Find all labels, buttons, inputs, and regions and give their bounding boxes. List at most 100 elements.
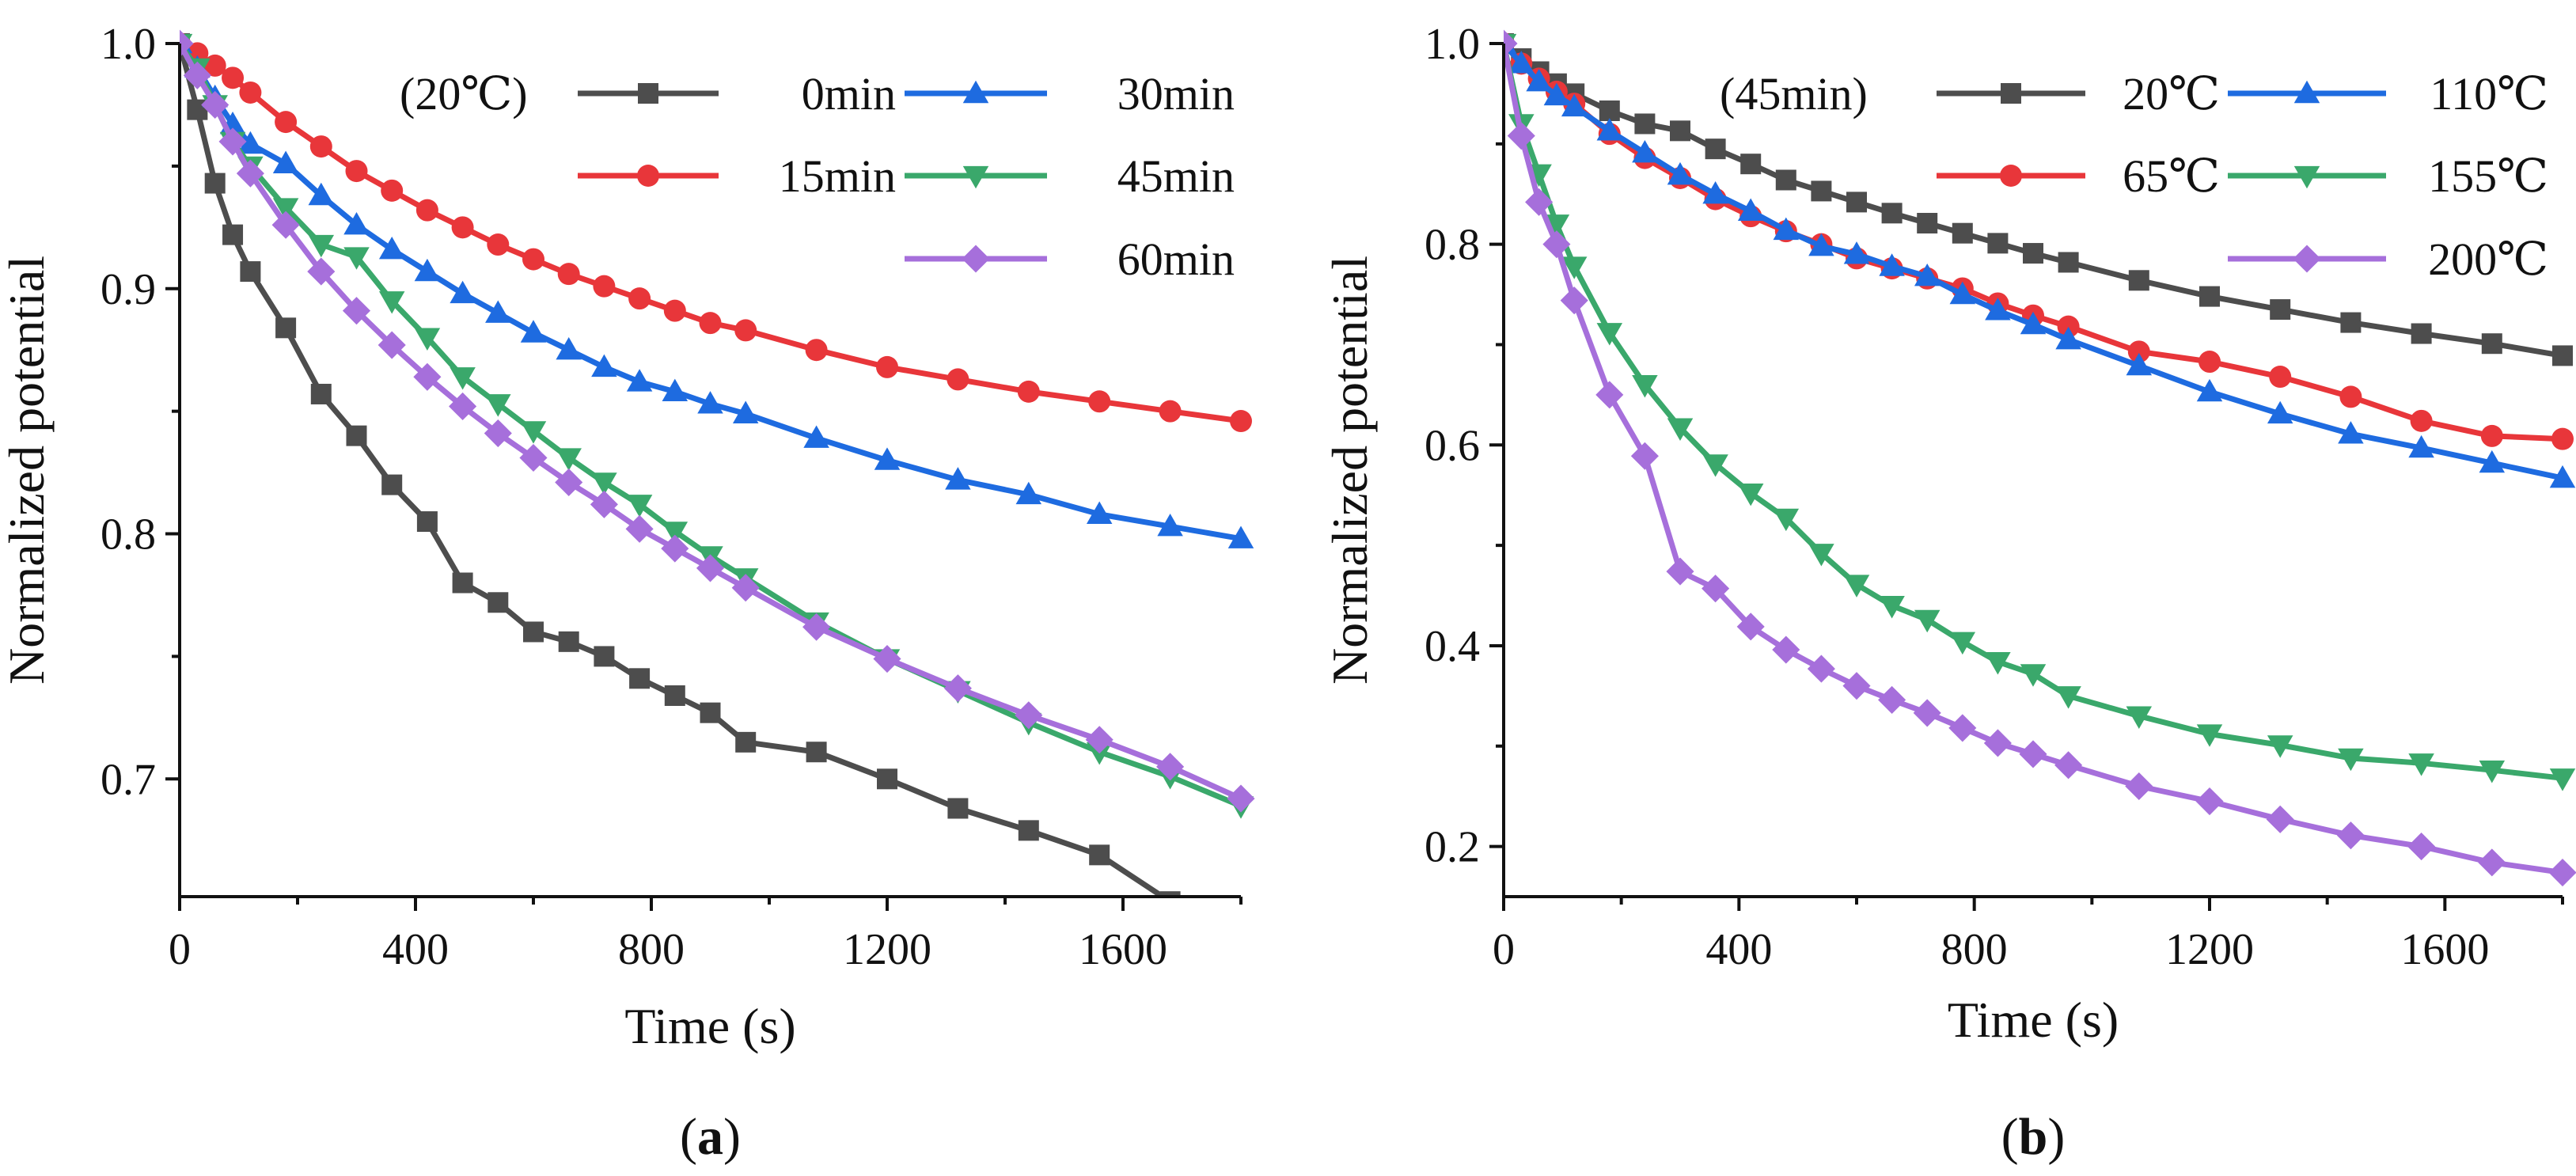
data-point-110c-20 bbox=[2196, 378, 2223, 402]
data-point-0min-17 bbox=[700, 702, 721, 723]
plot-area bbox=[1504, 29, 2576, 887]
data-point-110c-22 bbox=[2338, 421, 2364, 444]
data-point-20c-23 bbox=[2411, 323, 2432, 344]
data-point-200c-12 bbox=[1842, 672, 1871, 700]
data-point-200c-16 bbox=[1983, 729, 2012, 757]
data-point-20c-9 bbox=[1740, 154, 1762, 175]
data-point-30min-20 bbox=[874, 447, 901, 470]
data-point-15min-21 bbox=[947, 368, 969, 391]
data-point-45min-15 bbox=[626, 495, 653, 518]
data-point-0min-13 bbox=[558, 631, 579, 652]
data-point-155c-18 bbox=[2055, 686, 2081, 709]
data-point-0min-24 bbox=[1159, 891, 1181, 897]
data-point-110c-15 bbox=[1949, 281, 1976, 305]
data-point-110c-2 bbox=[1526, 68, 1552, 92]
data-point-0min-11 bbox=[488, 592, 509, 613]
data-point-15min-8 bbox=[381, 179, 404, 202]
data-point-15min-19 bbox=[805, 339, 828, 362]
data-point-15min-25 bbox=[1230, 410, 1252, 433]
data-point-20c-20 bbox=[2199, 286, 2220, 307]
data-point-15min-2 bbox=[203, 54, 226, 77]
data-point-110c-17 bbox=[2020, 311, 2047, 335]
data-point-45min-14 bbox=[591, 472, 617, 495]
panel-label: (b) bbox=[2001, 1108, 2066, 1166]
data-point-155c-24 bbox=[2479, 761, 2506, 783]
legend-label: 30min bbox=[1117, 68, 1235, 119]
data-point-60min-10 bbox=[449, 392, 477, 421]
data-point-65c-24 bbox=[2480, 424, 2503, 447]
condition-annotation: (45min) bbox=[1720, 68, 1868, 119]
data-point-20c-10 bbox=[1775, 169, 1796, 191]
data-point-20c-13 bbox=[1881, 203, 1903, 224]
data-point-45min-5 bbox=[272, 198, 299, 221]
data-point-200c-10 bbox=[1772, 635, 1800, 664]
legend-marker bbox=[2001, 83, 2021, 104]
data-point-200c-8 bbox=[1702, 575, 1730, 603]
data-point-60min-13 bbox=[555, 468, 583, 497]
data-point-60min-6 bbox=[307, 257, 336, 286]
data-point-110c-10 bbox=[1773, 217, 1800, 241]
data-point-155c-11 bbox=[1808, 544, 1834, 567]
data-point-30min-18 bbox=[732, 400, 759, 423]
y-axis-label: Normalized potential bbox=[1322, 256, 1378, 685]
data-point-30min-11 bbox=[485, 300, 511, 323]
panel-b: 0 400 800 1200 1600 0.2 0.4 0.6 0.8 1.0 Time (s) No… bbox=[1322, 20, 2576, 1166]
data-point-110c-24 bbox=[2479, 450, 2506, 473]
x-tick-label: 800 bbox=[1941, 925, 2008, 974]
data-point-200c-14 bbox=[1913, 699, 1941, 727]
data-point-0min-22 bbox=[1018, 820, 1039, 841]
data-point-200c-15 bbox=[1948, 714, 1977, 742]
data-point-65c-22 bbox=[2339, 385, 2362, 408]
x-tick-label: 1200 bbox=[2165, 925, 2254, 974]
data-point-110c-25 bbox=[2549, 465, 2576, 488]
data-point-45min-6 bbox=[308, 234, 335, 258]
data-point-65c-21 bbox=[2269, 366, 2292, 389]
panel-a: 0 400 800 1200 1600 0.7 0.8 0.9 1.0 Time (s) Norma… bbox=[0, 20, 1255, 1166]
data-point-30min-19 bbox=[803, 425, 829, 448]
data-point-200c-7 bbox=[1666, 557, 1694, 586]
data-point-60min-11 bbox=[484, 419, 512, 448]
series-155c bbox=[1504, 33, 2576, 791]
data-point-30min-15 bbox=[626, 369, 653, 392]
data-point-155c-8 bbox=[1702, 454, 1728, 477]
data-point-15min-4 bbox=[239, 81, 262, 104]
data-point-30min-21 bbox=[945, 467, 971, 490]
data-point-60min-15 bbox=[625, 514, 654, 543]
data-point-45min-10 bbox=[450, 367, 476, 390]
data-point-60min-19 bbox=[802, 613, 831, 641]
data-point-60min-3 bbox=[218, 127, 247, 156]
data-point-15min-12 bbox=[522, 248, 544, 271]
data-point-15min-20 bbox=[876, 355, 898, 378]
data-point-110c-3 bbox=[1543, 82, 1570, 106]
data-point-110c-12 bbox=[1843, 241, 1870, 264]
y-tick-label: 0.4 bbox=[1425, 622, 1480, 671]
data-point-200c-3 bbox=[1542, 230, 1571, 259]
data-point-15min-15 bbox=[628, 287, 651, 310]
data-point-15min-11 bbox=[487, 233, 510, 256]
data-point-200c-19 bbox=[2125, 772, 2153, 801]
data-point-110c-21 bbox=[2267, 400, 2293, 424]
data-point-0min-4 bbox=[240, 261, 261, 283]
data-point-30min-7 bbox=[343, 211, 370, 235]
data-point-60min-16 bbox=[661, 534, 689, 563]
data-point-15min-5 bbox=[275, 111, 298, 134]
y-tick-label: 0.8 bbox=[101, 510, 156, 560]
series-line-200c bbox=[1504, 43, 2563, 876]
x-tick-label: 0 bbox=[1493, 925, 1515, 974]
data-point-155c-16 bbox=[1985, 652, 2011, 675]
data-point-110c-19 bbox=[2126, 352, 2153, 376]
legend-marker bbox=[2293, 80, 2320, 104]
data-point-30min-9 bbox=[414, 258, 441, 282]
data-point-60min-7 bbox=[342, 297, 371, 325]
data-point-0min-6 bbox=[310, 383, 332, 404]
y-tick-label: 1.0 bbox=[101, 20, 156, 69]
plot-area bbox=[180, 29, 1255, 897]
legend-label: 0min bbox=[802, 68, 896, 119]
data-point-30min-14 bbox=[591, 354, 617, 377]
data-point-110c-5 bbox=[1596, 118, 1623, 141]
data-point-155c-7 bbox=[1667, 418, 1694, 441]
data-point-200c-20 bbox=[2195, 787, 2224, 816]
data-point-20c-15 bbox=[1952, 222, 1973, 244]
data-point-20c-8 bbox=[1705, 138, 1726, 160]
legend: 20℃ 65℃ 110℃ 155℃ 200℃ bbox=[1937, 68, 2548, 285]
